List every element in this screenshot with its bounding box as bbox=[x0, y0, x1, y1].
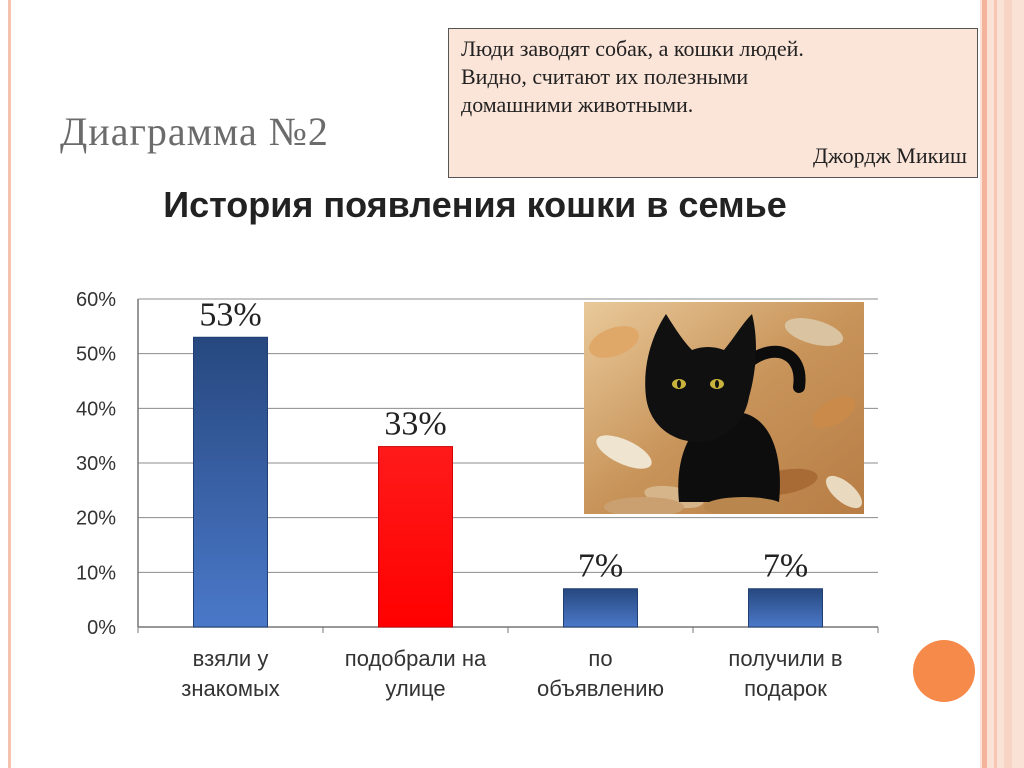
chart-title: История появления кошки в семье bbox=[163, 184, 787, 225]
x-category-label: взяли у bbox=[193, 646, 269, 671]
quote-text: Люди заводят собак, а кошки людей. Видно… bbox=[461, 36, 804, 117]
x-category-label: подарок bbox=[744, 676, 827, 701]
y-tick-label: 20% bbox=[76, 508, 116, 530]
bar bbox=[748, 588, 823, 628]
decorative-circle bbox=[913, 640, 975, 702]
data-label: 7% bbox=[578, 548, 623, 585]
x-category-label: знакомых bbox=[181, 676, 280, 701]
bar bbox=[563, 588, 638, 628]
frame-left-stripe bbox=[8, 0, 11, 768]
x-category-label: подобрали на bbox=[345, 646, 487, 671]
x-category-label: объявлению bbox=[537, 676, 664, 701]
x-category-label: получили в bbox=[728, 646, 842, 671]
y-tick-label: 40% bbox=[76, 398, 116, 420]
x-category-label: улице bbox=[385, 676, 445, 701]
x-category-label: по bbox=[588, 646, 612, 671]
bar bbox=[193, 336, 268, 628]
y-tick-label: 0% bbox=[87, 617, 116, 639]
data-label: 53% bbox=[199, 296, 261, 333]
y-tick-label: 30% bbox=[76, 453, 116, 475]
cat-photo bbox=[584, 302, 864, 514]
quote-author: Джордж Микиш bbox=[813, 143, 967, 168]
y-tick-label: 10% bbox=[76, 562, 116, 584]
data-label: 33% bbox=[384, 406, 446, 443]
bar bbox=[378, 446, 453, 628]
y-tick-label: 50% bbox=[76, 344, 116, 366]
quote-box: Люди заводят собак, а кошки людей. Видно… bbox=[448, 28, 978, 178]
frame-right-stripes bbox=[980, 0, 1024, 768]
slide-title: Диаграмма №2 bbox=[60, 109, 329, 154]
y-tick-label: 60% bbox=[76, 289, 116, 311]
data-label: 7% bbox=[763, 548, 808, 585]
